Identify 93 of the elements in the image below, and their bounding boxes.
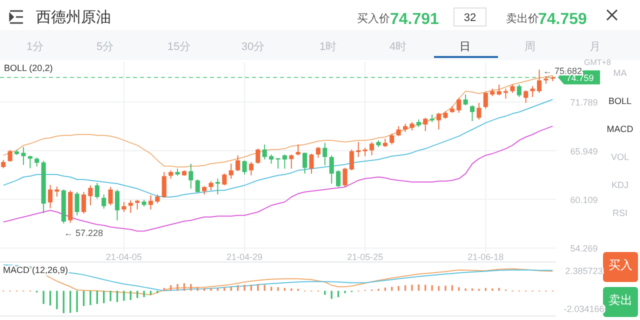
text: 15分 bbox=[167, 41, 191, 53]
candlestick bbox=[269, 154, 274, 164]
text: 周 bbox=[524, 41, 536, 53]
candlestick bbox=[470, 104, 475, 122]
text: 月 bbox=[590, 41, 600, 53]
y-tick-label: 60.109 bbox=[570, 194, 598, 205]
candlestick bbox=[188, 163, 194, 190]
text: GMT+8 bbox=[584, 58, 612, 67]
candlestick bbox=[356, 142, 361, 158]
candlestick bbox=[342, 167, 348, 188]
candlestick bbox=[48, 184, 53, 209]
candlestick bbox=[222, 173, 227, 186]
candlestick bbox=[262, 144, 267, 160]
candlestick bbox=[228, 163, 234, 180]
candlestick bbox=[349, 149, 354, 171]
candlestick bbox=[524, 90, 528, 104]
candlestick bbox=[329, 154, 334, 184]
candlestick bbox=[114, 189, 120, 221]
y-tick-label: 2.385723 bbox=[565, 266, 603, 276]
candlestick bbox=[88, 184, 93, 206]
text: 日 bbox=[460, 41, 470, 53]
candlestick bbox=[309, 153, 314, 174]
candlestick bbox=[74, 192, 80, 216]
text: 74.759 bbox=[538, 11, 588, 28]
x-tick-label: 21-05-25 bbox=[347, 252, 384, 262]
candlestick bbox=[436, 112, 442, 130]
candlestick bbox=[503, 88, 508, 100]
text: 1时 bbox=[319, 40, 337, 53]
text: KDJ bbox=[611, 180, 629, 190]
candlestick bbox=[34, 156, 40, 168]
text: 32 bbox=[464, 12, 476, 24]
y-tick-label: 71.789 bbox=[570, 98, 598, 108]
annotation: BOLL (20,2) bbox=[4, 63, 53, 73]
text: 5分 bbox=[96, 41, 114, 53]
candlestick bbox=[483, 92, 488, 110]
candlestick bbox=[423, 117, 428, 132]
text: 卖出价 bbox=[506, 12, 539, 25]
candlestick bbox=[463, 94, 468, 106]
candlestick bbox=[81, 192, 86, 214]
candlestick bbox=[54, 186, 60, 198]
candlestick bbox=[256, 148, 260, 164]
candlestick bbox=[322, 142, 328, 166]
candlestick bbox=[248, 162, 254, 176]
candlestick bbox=[208, 180, 214, 191]
x-tick-label: 21-06-18 bbox=[468, 252, 504, 262]
chart-title: 西德州原油 bbox=[36, 9, 111, 26]
y-tick-label: 65.949 bbox=[570, 146, 598, 156]
text: 4时 bbox=[389, 40, 407, 53]
text: MA bbox=[613, 68, 627, 78]
candlestick bbox=[242, 160, 247, 175]
annotation: ← 57.228 bbox=[64, 228, 104, 238]
candlestick bbox=[148, 194, 153, 210]
candlestick bbox=[336, 170, 341, 188]
text: 卖出 bbox=[608, 293, 632, 307]
candlestick bbox=[516, 84, 522, 98]
candlestick bbox=[316, 146, 320, 158]
candlestick bbox=[128, 200, 133, 214]
candlestick bbox=[195, 179, 200, 193]
text: VOL bbox=[610, 152, 630, 162]
candlestick bbox=[135, 199, 140, 210]
text: RSI bbox=[612, 208, 628, 218]
candlestick bbox=[282, 154, 287, 170]
candlestick bbox=[94, 182, 100, 200]
candlestick bbox=[122, 202, 126, 212]
candlestick bbox=[8, 149, 12, 162]
x-tick-label: 21-04-29 bbox=[226, 252, 263, 262]
candlestick bbox=[162, 172, 166, 198]
candlestick bbox=[456, 97, 462, 114]
text: BOLL bbox=[608, 96, 632, 106]
candlestick bbox=[102, 194, 106, 210]
text: 30分 bbox=[241, 41, 265, 53]
candlestick bbox=[108, 186, 113, 206]
candlestick bbox=[302, 152, 308, 174]
candlestick bbox=[370, 142, 374, 156]
candlestick bbox=[530, 86, 535, 98]
candlestick bbox=[496, 84, 502, 96]
candlestick bbox=[289, 154, 294, 170]
candlestick bbox=[396, 126, 401, 137]
candlestick bbox=[236, 154, 240, 172]
candlestick bbox=[215, 178, 220, 195]
candlestick bbox=[536, 69, 542, 94]
line-series bbox=[2, 74, 554, 168]
text: 74.791 bbox=[390, 11, 440, 28]
y-tick-label: 54.269 bbox=[570, 244, 598, 254]
text: 买入 bbox=[608, 258, 632, 272]
candlestick bbox=[390, 133, 394, 145]
x-tick-label: 21-04-05 bbox=[106, 252, 142, 262]
candlestick bbox=[476, 102, 482, 120]
text: 买入价 bbox=[357, 12, 390, 25]
candlestick bbox=[296, 144, 300, 156]
text: 1分 bbox=[26, 41, 44, 53]
text: MACD bbox=[606, 124, 634, 134]
candlestick bbox=[28, 155, 32, 169]
